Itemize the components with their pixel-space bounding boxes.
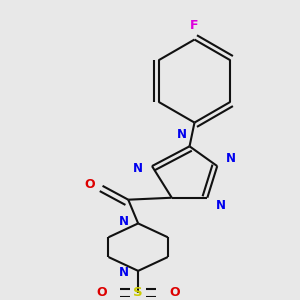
- Text: O: O: [96, 286, 107, 299]
- Text: N: N: [226, 152, 236, 165]
- Text: N: N: [119, 266, 129, 279]
- Text: F: F: [190, 19, 199, 32]
- Text: N: N: [119, 215, 129, 228]
- Text: N: N: [177, 128, 187, 141]
- Text: O: O: [169, 286, 180, 299]
- Text: S: S: [133, 286, 143, 299]
- Text: N: N: [133, 162, 143, 175]
- Text: N: N: [216, 199, 226, 212]
- Text: O: O: [84, 178, 95, 191]
